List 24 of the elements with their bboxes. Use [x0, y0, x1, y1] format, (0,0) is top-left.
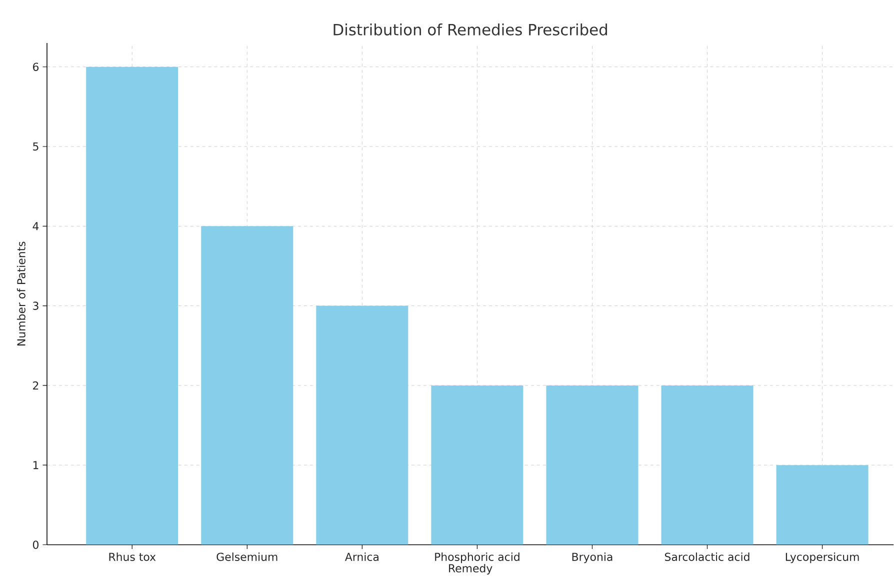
bar [661, 386, 754, 545]
bar [86, 67, 178, 545]
x-tick-label: Lycopersicum [786, 552, 859, 564]
y-axis-title: Number of Patients [16, 242, 26, 346]
x-axis-title: Remedy [449, 564, 492, 575]
y-tick-label: 4 [32, 222, 39, 230]
y-tick-label: 6 [33, 62, 39, 72]
y-tick-label: 1 [33, 461, 38, 470]
x-tick-label: Phosphoric acid [435, 552, 520, 564]
y-tick-label: 2 [33, 382, 38, 390]
y-tick-label: 0 [32, 540, 38, 550]
x-tick-label: Arnica [344, 552, 378, 562]
y-tick-label: 5 [33, 142, 38, 151]
chart-title: Distribution of Remedies Prescribed [334, 24, 607, 36]
y-tick-label: 3 [33, 302, 38, 310]
bar [316, 306, 408, 545]
x-tick-label: Sarcolactic acid [664, 552, 750, 562]
bar [201, 226, 294, 545]
x-tick-label: Gelsemium [216, 552, 278, 562]
bar [776, 465, 868, 545]
x-tick-label: Bryonia [572, 552, 612, 564]
bar [431, 386, 524, 545]
bar [546, 386, 638, 545]
x-tick-label: Rhus tox [109, 552, 156, 562]
